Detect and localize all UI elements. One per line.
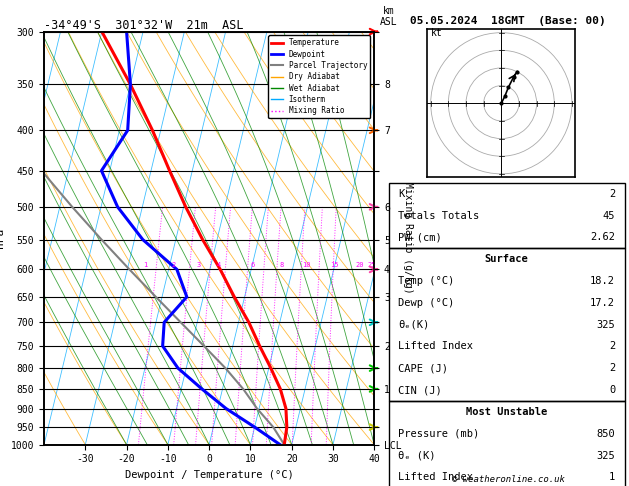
Text: θₑ(K): θₑ(K) bbox=[398, 320, 430, 330]
Text: PW (cm): PW (cm) bbox=[398, 232, 442, 243]
Text: kt: kt bbox=[431, 28, 442, 38]
Text: θₑ (K): θₑ (K) bbox=[398, 451, 436, 461]
Text: 17.2: 17.2 bbox=[590, 298, 615, 308]
Text: Totals Totals: Totals Totals bbox=[398, 210, 479, 221]
Text: 20: 20 bbox=[355, 262, 364, 268]
Text: 15: 15 bbox=[331, 262, 339, 268]
Text: 45: 45 bbox=[603, 210, 615, 221]
Bar bbox=[389, 248, 625, 401]
Bar bbox=[389, 183, 625, 248]
Text: 05.05.2024  18GMT  (Base: 00): 05.05.2024 18GMT (Base: 00) bbox=[410, 16, 606, 26]
Text: 2: 2 bbox=[609, 342, 615, 351]
Text: Dewp (°C): Dewp (°C) bbox=[398, 298, 454, 308]
Text: 850: 850 bbox=[596, 429, 615, 439]
X-axis label: Dewpoint / Temperature (°C): Dewpoint / Temperature (°C) bbox=[125, 470, 294, 480]
Text: 2: 2 bbox=[609, 364, 615, 373]
Text: 3: 3 bbox=[196, 262, 201, 268]
Legend: Temperature, Dewpoint, Parcel Trajectory, Dry Adiabat, Wet Adiabat, Isotherm, Mi: Temperature, Dewpoint, Parcel Trajectory… bbox=[268, 35, 370, 118]
Text: 2: 2 bbox=[172, 262, 176, 268]
Text: Surface: Surface bbox=[485, 254, 528, 264]
Text: 325: 325 bbox=[596, 451, 615, 461]
Text: 6: 6 bbox=[250, 262, 254, 268]
Text: Lifted Index: Lifted Index bbox=[398, 342, 473, 351]
Text: -34°49'S  301°32'W  21m  ASL: -34°49'S 301°32'W 21m ASL bbox=[44, 18, 243, 32]
Text: Lifted Index: Lifted Index bbox=[398, 472, 473, 483]
Text: 0: 0 bbox=[609, 385, 615, 395]
Text: 18.2: 18.2 bbox=[590, 276, 615, 286]
Text: 2: 2 bbox=[609, 189, 615, 199]
Text: © weatheronline.co.uk: © weatheronline.co.uk bbox=[452, 474, 565, 484]
Text: 10: 10 bbox=[302, 262, 310, 268]
Text: K: K bbox=[398, 189, 404, 199]
Bar bbox=[389, 401, 625, 486]
Y-axis label: Mixing Ratio (g/kg): Mixing Ratio (g/kg) bbox=[403, 182, 413, 294]
Text: 325: 325 bbox=[596, 320, 615, 330]
Text: Pressure (mb): Pressure (mb) bbox=[398, 429, 479, 439]
Text: 1: 1 bbox=[143, 262, 147, 268]
Text: 4: 4 bbox=[217, 262, 221, 268]
Text: CIN (J): CIN (J) bbox=[398, 385, 442, 395]
Text: Most Unstable: Most Unstable bbox=[466, 407, 547, 417]
Y-axis label: hPa: hPa bbox=[0, 228, 5, 248]
Text: 1: 1 bbox=[609, 472, 615, 483]
Text: 8: 8 bbox=[279, 262, 283, 268]
Text: 25: 25 bbox=[368, 262, 376, 268]
Text: Temp (°C): Temp (°C) bbox=[398, 276, 454, 286]
Text: km
ASL: km ASL bbox=[381, 6, 398, 27]
Text: 2.62: 2.62 bbox=[590, 232, 615, 243]
Text: CAPE (J): CAPE (J) bbox=[398, 364, 448, 373]
